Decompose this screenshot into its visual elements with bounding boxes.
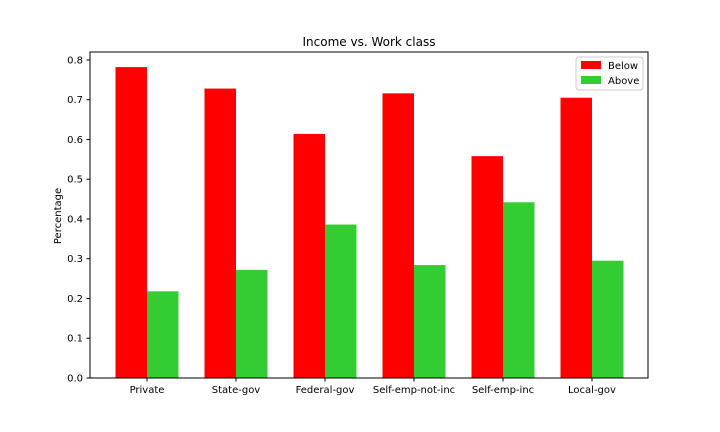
y-tick-label: 0.4 [67, 214, 83, 225]
bar-below-local-gov [560, 97, 592, 378]
legend-swatch-below [581, 61, 601, 69]
bar-above-state-gov [236, 269, 268, 378]
bar-above-self-emp-not-inc [414, 265, 446, 378]
x-axis-ticks: Private State-gov Federal-gov Self-emp-not-… [130, 378, 616, 396]
plot-frame [89, 51, 649, 379]
y-tick-label: 0.0 [67, 374, 83, 385]
x-tick-label: Self-emp-not-inc [373, 385, 455, 396]
legend-swatch-above [581, 76, 601, 84]
bar-below-private [115, 67, 147, 379]
legend-label-above: Above [608, 76, 639, 87]
x-tick-label: Local-gov [568, 385, 616, 396]
y-tick-label: 0.8 [67, 55, 83, 66]
bar-above-private [147, 291, 179, 378]
bar-above-self-emp-inc [503, 202, 535, 378]
x-tick-label: State-gov [212, 385, 261, 396]
bar-above-local-gov [592, 260, 624, 378]
legend: Below Above [575, 56, 644, 91]
legend-label-below: Below [608, 61, 638, 72]
bar-above-federal-gov [325, 224, 357, 378]
bar-below-self-emp-not-inc [382, 93, 414, 378]
y-axis-ticks: 0.0 0.1 0.2 0.3 0.4 0.5 0.6 0.7 0.8 [67, 55, 90, 385]
bar-below-state-gov [204, 88, 236, 378]
bar-group [115, 67, 624, 379]
x-tick-label: Private [130, 385, 165, 396]
y-tick-label: 0.7 [67, 95, 83, 106]
bar-below-federal-gov [293, 133, 325, 378]
y-axis-label: Percentage [53, 188, 64, 244]
y-tick-label: 0.6 [67, 135, 83, 146]
chart-title: Income vs. Work class [303, 35, 436, 49]
y-tick-label: 0.2 [67, 294, 83, 305]
x-tick-label: Self-emp-inc [472, 385, 534, 396]
y-tick-label: 0.3 [67, 254, 83, 265]
y-tick-label: 0.1 [67, 334, 83, 345]
x-tick-label: Federal-gov [296, 385, 355, 396]
y-tick-label: 0.5 [67, 175, 83, 186]
bar-below-self-emp-inc [471, 156, 503, 378]
